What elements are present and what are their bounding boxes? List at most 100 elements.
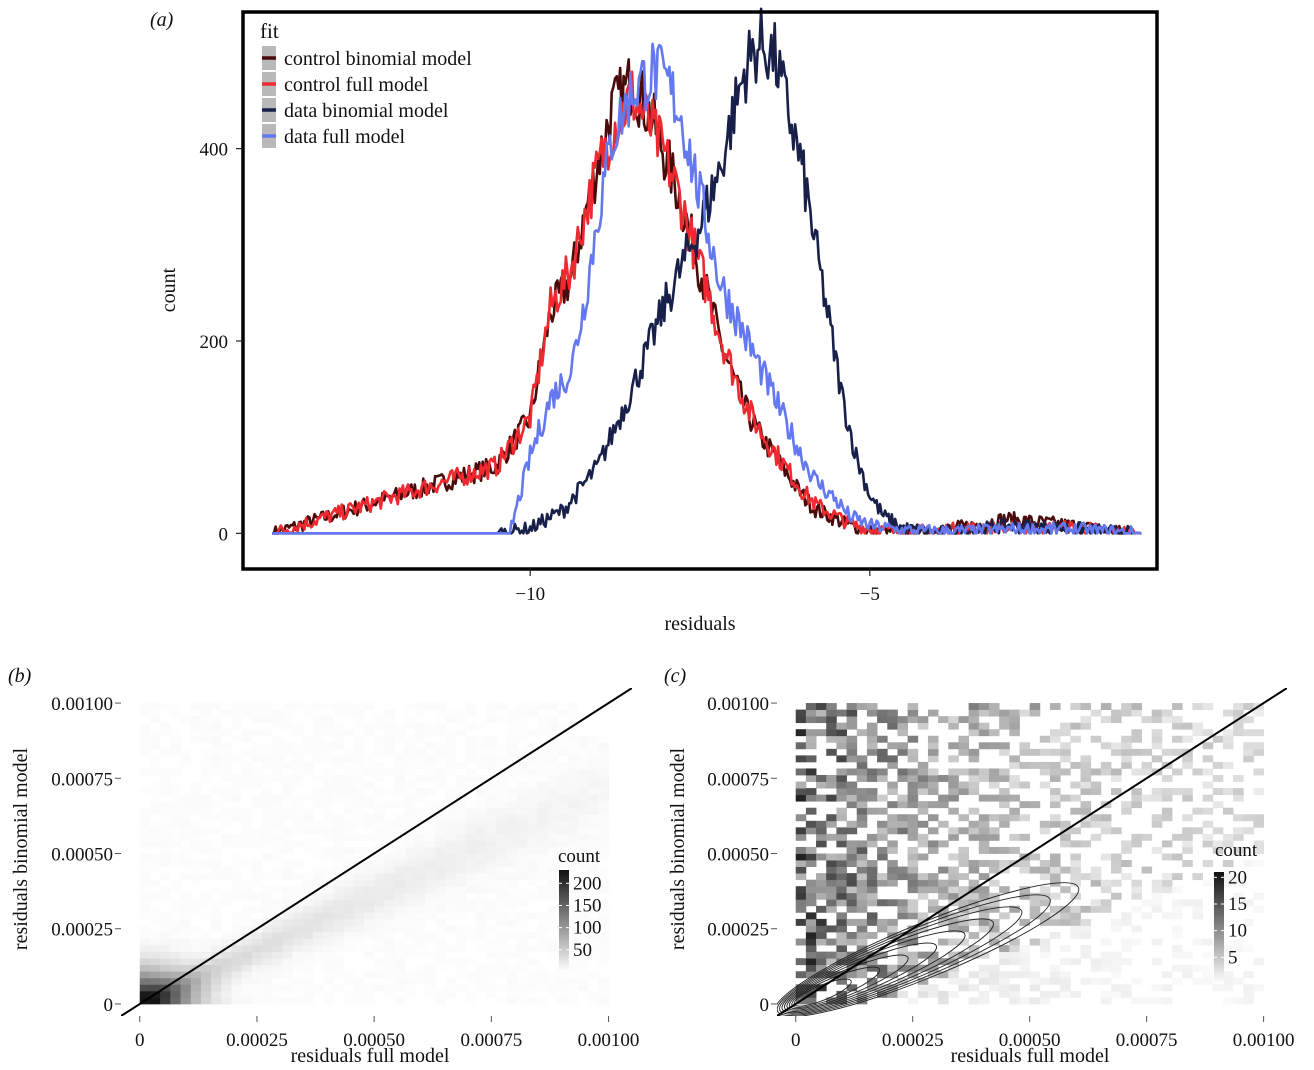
hex-bin bbox=[190, 807, 202, 815]
hex-bin bbox=[988, 794, 1000, 802]
hex-bin bbox=[445, 814, 457, 822]
hex-bin bbox=[160, 971, 171, 979]
hex-bin bbox=[836, 899, 847, 907]
legend-label: data full model bbox=[284, 126, 406, 148]
hex-bin bbox=[139, 788, 151, 796]
hex-bin bbox=[353, 761, 365, 769]
hex-bin bbox=[465, 709, 477, 717]
hex-bin bbox=[846, 722, 858, 730]
hex-bin bbox=[877, 807, 888, 815]
hex-bin bbox=[836, 722, 847, 730]
hex-bin bbox=[384, 853, 395, 861]
hex-bin bbox=[404, 794, 416, 802]
hex-bin bbox=[537, 722, 548, 730]
hex-bin bbox=[445, 990, 457, 998]
hex-bin bbox=[588, 932, 599, 939]
hex-bin bbox=[292, 703, 304, 710]
hex-bin bbox=[1070, 958, 1081, 966]
hex-bin bbox=[846, 768, 858, 776]
hex-bin bbox=[445, 788, 457, 796]
hex-bin bbox=[170, 814, 181, 822]
hex-bin bbox=[180, 984, 192, 992]
hex-bin bbox=[333, 742, 344, 750]
hex-bin bbox=[958, 951, 970, 959]
hex-bin bbox=[384, 820, 395, 828]
hex-bin bbox=[292, 729, 304, 737]
hex-bin bbox=[455, 971, 467, 979]
hex-bin bbox=[577, 886, 589, 894]
hex-bin bbox=[170, 990, 181, 998]
hex-bin bbox=[180, 958, 192, 966]
hex-bin bbox=[1080, 977, 1092, 985]
hex-bin bbox=[567, 794, 579, 802]
hex-bin bbox=[805, 899, 817, 907]
hex-bin bbox=[149, 866, 161, 874]
hex-bin bbox=[527, 761, 538, 769]
hex-bin bbox=[465, 807, 477, 815]
hex-bin bbox=[836, 925, 847, 933]
hex-bin bbox=[557, 709, 569, 717]
hex-bin bbox=[333, 951, 344, 959]
hex-bin bbox=[221, 971, 232, 979]
hex-bin bbox=[384, 977, 395, 985]
hex-bin bbox=[866, 788, 878, 796]
hex-bin bbox=[292, 794, 304, 802]
hex-bin bbox=[231, 775, 243, 782]
hex-bin bbox=[476, 899, 487, 907]
hex-bin bbox=[836, 977, 847, 985]
hex-bin bbox=[394, 755, 406, 763]
hex-bin bbox=[374, 892, 385, 900]
hex-bin bbox=[978, 951, 990, 959]
hex-bin bbox=[292, 768, 304, 776]
hex-bin bbox=[527, 768, 538, 776]
hex-bin bbox=[211, 761, 222, 769]
hex-bin bbox=[1050, 853, 1061, 861]
hex-bin bbox=[887, 801, 898, 809]
hex-bin bbox=[262, 899, 273, 907]
hex-bin bbox=[149, 945, 161, 953]
hex-bin bbox=[231, 873, 243, 881]
hex-bin bbox=[1253, 729, 1264, 737]
hex-bin bbox=[1009, 775, 1020, 782]
hex-bin bbox=[251, 840, 263, 848]
hex-bin bbox=[907, 997, 919, 1005]
hex-bin bbox=[333, 945, 344, 953]
hex-bin bbox=[262, 951, 273, 959]
hex-bin bbox=[353, 938, 365, 946]
hex-bin bbox=[374, 938, 385, 946]
hex-bin bbox=[988, 781, 1000, 789]
hex-bin bbox=[302, 768, 314, 776]
hex-bin bbox=[846, 938, 858, 946]
hex-bin bbox=[887, 860, 898, 867]
hex-bin bbox=[292, 827, 304, 835]
hex-bin bbox=[836, 735, 847, 743]
hex-bin bbox=[836, 938, 847, 946]
hex-bin bbox=[506, 794, 518, 802]
hex-bin bbox=[1009, 846, 1020, 854]
hex-bin bbox=[805, 951, 817, 959]
hex-bin bbox=[200, 977, 212, 985]
hex-bin bbox=[384, 748, 395, 756]
hex-bin bbox=[968, 716, 980, 724]
hex-bin bbox=[1050, 768, 1061, 776]
hex-bin bbox=[1172, 886, 1183, 894]
y-tick-label: 0 bbox=[104, 995, 114, 1016]
hex-bin bbox=[577, 761, 589, 769]
hex-bin bbox=[1080, 905, 1092, 913]
hex-bin bbox=[877, 846, 888, 854]
hex-bin bbox=[323, 827, 334, 835]
hex-bin bbox=[486, 905, 497, 913]
hex-bin bbox=[557, 748, 569, 756]
hex-bin bbox=[1029, 997, 1041, 1005]
hex-bin bbox=[547, 977, 558, 985]
hex-bin bbox=[978, 742, 990, 750]
hex-bin bbox=[866, 873, 878, 881]
hex-bin bbox=[907, 873, 919, 881]
hex-bin bbox=[374, 964, 385, 972]
hex-bin bbox=[353, 886, 365, 894]
hex-bin bbox=[1192, 964, 1203, 972]
hex-bin bbox=[1212, 761, 1224, 769]
hex-bin bbox=[1019, 997, 1031, 1005]
hex-bin bbox=[139, 873, 151, 881]
